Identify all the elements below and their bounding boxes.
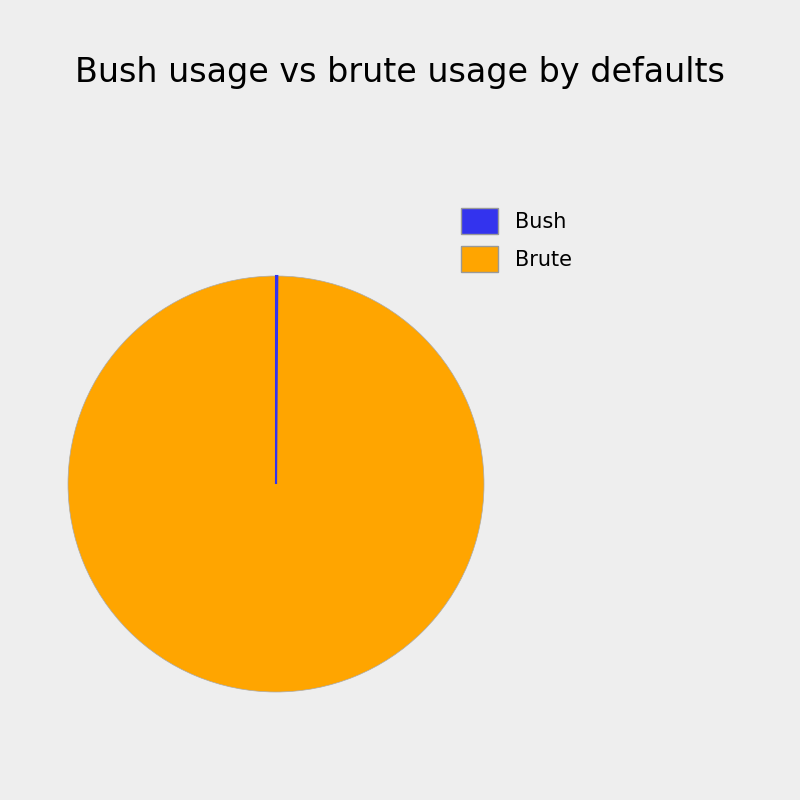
Wedge shape	[68, 276, 484, 692]
Legend: Bush, Brute: Bush, Brute	[450, 198, 582, 282]
Wedge shape	[276, 276, 278, 484]
Text: Bush usage vs brute usage by defaults: Bush usage vs brute usage by defaults	[75, 56, 725, 89]
